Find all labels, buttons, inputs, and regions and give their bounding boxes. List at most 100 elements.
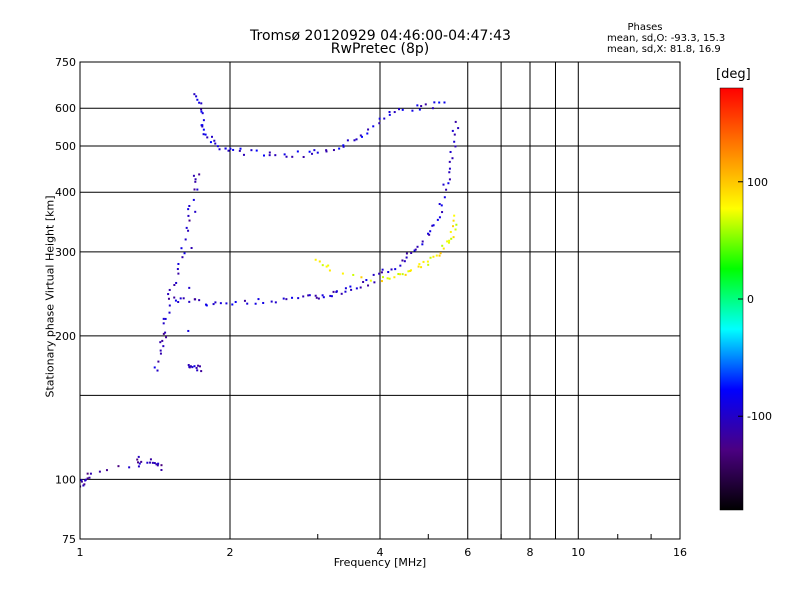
echo-point xyxy=(202,133,205,136)
echo-point xyxy=(162,332,165,335)
echo-point xyxy=(344,290,347,293)
echo-point xyxy=(136,461,139,464)
x-axis-ticks: 1 2 4 6 8 10 16 xyxy=(77,534,687,559)
echo-point xyxy=(318,260,321,263)
echo-point xyxy=(360,276,363,279)
echo-point xyxy=(188,300,191,303)
echo-point xyxy=(205,304,208,307)
echo-point xyxy=(194,180,197,183)
echo-point xyxy=(442,183,445,186)
echo-point xyxy=(246,302,249,305)
echo-point xyxy=(448,178,451,181)
echo-point xyxy=(449,150,452,153)
echo-point xyxy=(429,230,432,233)
echo-point xyxy=(212,303,215,306)
echo-point xyxy=(383,117,386,120)
echo-point xyxy=(421,240,424,243)
echo-point xyxy=(137,455,140,458)
echo-point xyxy=(327,264,330,267)
echo-point xyxy=(98,470,101,473)
echo-point xyxy=(393,111,396,114)
echo-point xyxy=(388,113,391,116)
echo-point xyxy=(453,140,456,143)
echo-point xyxy=(315,296,318,299)
echo-point xyxy=(369,279,372,282)
echo-point xyxy=(452,225,455,228)
echo-point xyxy=(378,122,381,125)
echo-point xyxy=(314,258,317,261)
echo-point xyxy=(282,297,285,300)
echo-point xyxy=(431,107,434,110)
echo-point xyxy=(193,93,196,96)
phases-o-stats: mean, sd,O: -93.3, 15.3 xyxy=(607,33,726,44)
echo-point xyxy=(213,139,216,142)
echo-point xyxy=(80,480,83,483)
echo-point xyxy=(397,273,400,276)
grid-lines xyxy=(80,62,680,539)
echo-point xyxy=(453,133,456,136)
echo-point xyxy=(238,149,241,152)
echo-point xyxy=(156,369,159,372)
echo-point xyxy=(448,171,451,174)
colorbar-tick-label: 0 xyxy=(747,293,754,306)
echo-point xyxy=(196,188,199,191)
echo-point xyxy=(313,149,316,152)
colorbar-ticks: 100 0 -100 xyxy=(738,176,772,423)
echo-point xyxy=(200,370,203,373)
echo-point xyxy=(438,203,441,206)
echo-point xyxy=(398,273,401,276)
echo-point xyxy=(229,147,232,150)
x-tick-label: 1 xyxy=(77,546,84,559)
echo-point xyxy=(322,296,325,299)
echo-point xyxy=(192,174,195,177)
phases-header: Phases xyxy=(627,22,663,33)
y-tick-label: 600 xyxy=(55,102,76,115)
echo-point xyxy=(342,145,345,148)
echo-point xyxy=(362,280,365,283)
echo-point xyxy=(455,223,458,226)
echo-point xyxy=(450,237,453,240)
echo-point xyxy=(80,479,83,482)
x-tick-label: 4 xyxy=(377,546,384,559)
echo-point xyxy=(174,299,177,302)
echo-point xyxy=(409,269,412,272)
echo-point xyxy=(393,276,396,279)
echo-point xyxy=(440,204,443,207)
echo-point xyxy=(352,273,355,276)
echo-point xyxy=(436,218,439,221)
echo-point xyxy=(153,366,156,369)
echo-point xyxy=(155,463,158,466)
echo-point xyxy=(162,345,165,348)
echo-point xyxy=(165,336,168,339)
echo-point xyxy=(330,295,333,298)
echo-point xyxy=(420,266,423,269)
echo-point xyxy=(128,466,131,469)
echo-point xyxy=(157,360,160,363)
echo-point xyxy=(285,298,288,301)
echo-point xyxy=(262,154,265,157)
echo-point xyxy=(380,271,383,274)
y-tick-label: 300 xyxy=(55,246,76,259)
echo-point xyxy=(262,301,265,304)
echo-point xyxy=(349,285,352,288)
echo-point xyxy=(378,272,381,275)
echo-point xyxy=(194,178,197,181)
echo-point xyxy=(193,365,196,368)
echo-point xyxy=(399,264,402,267)
echo-point xyxy=(138,462,141,465)
echo-point xyxy=(160,468,163,471)
echo-point xyxy=(338,147,341,150)
echo-point xyxy=(188,219,191,222)
echo-point xyxy=(225,302,228,305)
echo-point xyxy=(421,243,424,246)
echo-point xyxy=(394,268,397,271)
echo-point xyxy=(179,297,182,300)
echo-point xyxy=(401,108,404,111)
echo-point xyxy=(156,464,159,467)
echo-point xyxy=(344,287,347,290)
echo-point xyxy=(422,260,425,263)
echo-point xyxy=(307,294,310,297)
echo-point xyxy=(431,224,434,227)
echo-point xyxy=(451,129,454,132)
y-tick-label: 100 xyxy=(55,473,76,486)
